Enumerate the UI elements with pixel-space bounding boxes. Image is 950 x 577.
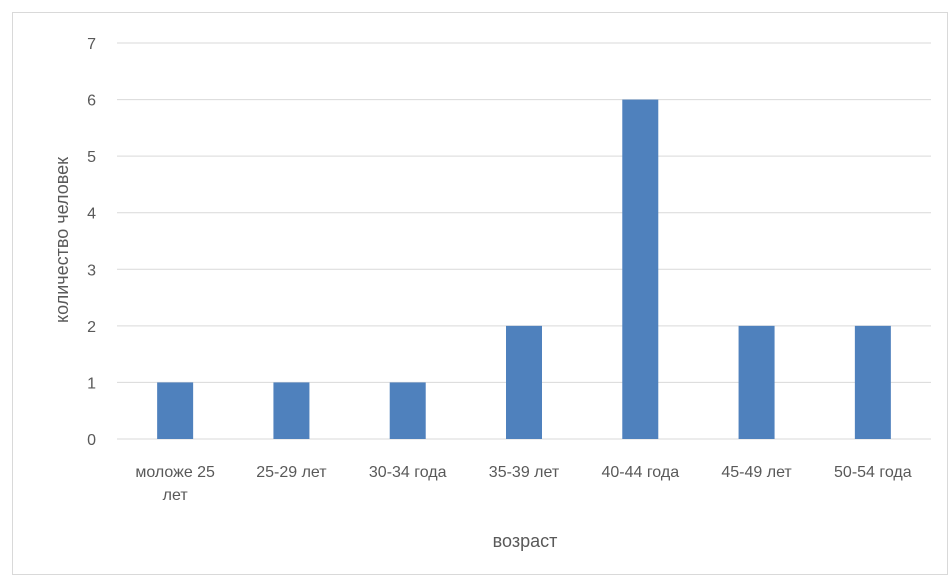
y-tick-label: 5 — [87, 149, 96, 166]
y-tick-label: 3 — [87, 262, 96, 279]
x-tick-label: моложе 25 лет — [135, 464, 215, 504]
x-tick-label-line: 45-49 лет — [721, 464, 792, 481]
x-axis-title: возраст — [493, 531, 558, 551]
y-tick-label: 1 — [87, 375, 96, 392]
y-tick-label: 2 — [87, 319, 96, 336]
x-tick-label: 25-29 лет — [256, 464, 327, 481]
y-tick-label: 0 — [87, 432, 96, 449]
x-tick-label: 50-54 года — [834, 464, 912, 481]
bars — [157, 99, 891, 440]
x-tick-label: 40-44 года — [601, 464, 679, 481]
x-tick-label-line: 40-44 года — [601, 464, 679, 481]
bar — [157, 382, 194, 439]
y-tick-label: 7 — [87, 36, 96, 53]
chart-frame — [12, 12, 948, 575]
bar — [622, 99, 659, 440]
bar — [738, 325, 775, 439]
bar — [389, 382, 426, 439]
x-tick-label: 35-39 лет — [489, 464, 560, 481]
gridlines — [117, 42, 931, 440]
x-tick-label-line: 35-39 лет — [489, 464, 560, 481]
y-tick-labels: 0 1 2 3 4 5 6 7 — [87, 36, 96, 449]
x-tick-labels: моложе 25 лет 25-29 лет 30-34 года 35-39 лет… — [135, 464, 911, 504]
bar — [506, 325, 542, 439]
x-tick-label-line: 50-54 года — [834, 464, 912, 481]
x-tick-label-line: моложе 25 — [135, 464, 215, 481]
y-tick-label: 6 — [87, 93, 96, 110]
x-tick-label-line: 30-34 года — [369, 464, 447, 481]
x-tick-label: 30-34 года — [369, 464, 447, 481]
bar — [854, 325, 891, 439]
y-axis-title: количество человек — [52, 157, 72, 323]
x-tick-label: 45-49 лет — [721, 464, 792, 481]
x-tick-label-line: 25-29 лет — [256, 464, 327, 481]
x-tick-label-line: лет — [163, 487, 189, 504]
y-tick-label: 4 — [87, 206, 96, 223]
bar — [273, 382, 310, 439]
